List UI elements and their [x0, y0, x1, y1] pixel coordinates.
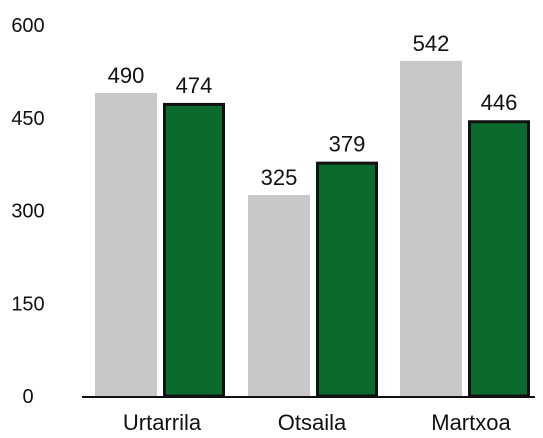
y-tick-label: 600: [11, 15, 44, 37]
data-label: 542: [413, 31, 450, 56]
y-tick-label: 0: [22, 386, 33, 408]
bar-urtarrila-series-1: [95, 93, 157, 397]
bar-martxoa-series-2: [468, 120, 530, 398]
data-label: 446: [481, 90, 518, 115]
bar-otsaila-series-2: [316, 161, 378, 398]
bar-otsaila-series-1: [248, 195, 310, 396]
bars: [95, 60, 530, 398]
data-label: 490: [108, 63, 145, 88]
bar-urtarrila-series-2: [163, 102, 225, 398]
x-tick-label: Martxoa: [431, 410, 511, 435]
y-tick-label: 300: [11, 201, 44, 223]
data-labels: 490 474 325 379 542 446: [108, 31, 518, 190]
x-axis: Urtarrila Otsaila Martxoa: [123, 410, 512, 435]
data-label: 325: [261, 165, 298, 190]
data-label: 379: [329, 132, 366, 157]
bar-martxoa-series-1: [400, 60, 462, 396]
y-axis: 0 150 300 450 600: [11, 15, 44, 408]
y-tick-label: 150: [11, 293, 44, 315]
y-tick-label: 450: [11, 108, 44, 130]
x-tick-label: Urtarrila: [123, 410, 202, 435]
data-label: 474: [176, 73, 213, 98]
x-tick-label: Otsaila: [278, 410, 347, 435]
